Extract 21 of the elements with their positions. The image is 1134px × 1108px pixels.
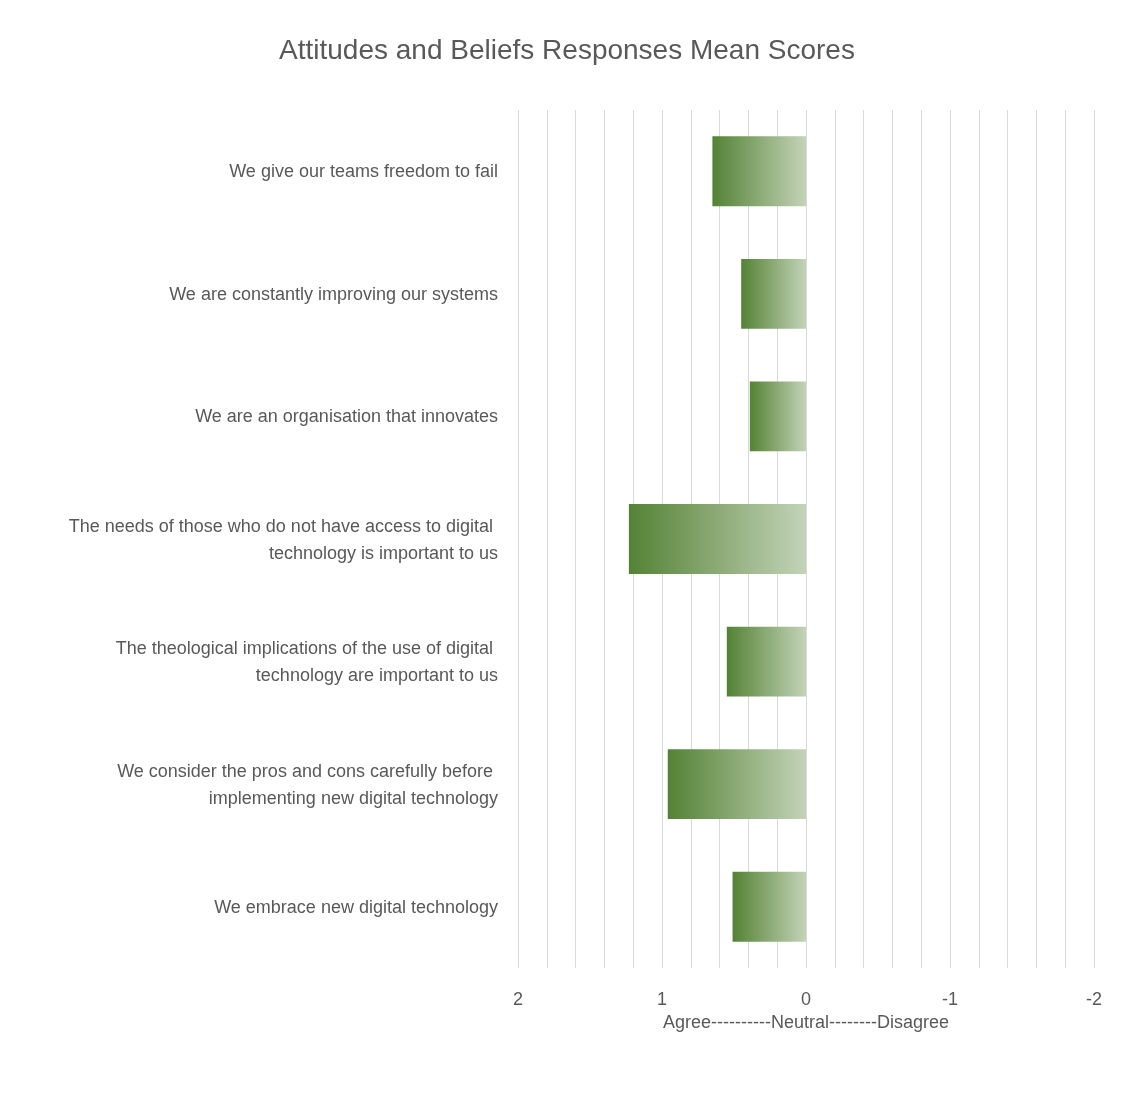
bar [628, 504, 806, 574]
x-tick-label: 1 [656, 989, 668, 1009]
bar [732, 871, 806, 942]
x-tick-label: 0 [800, 989, 812, 1009]
x-tick-label: -2 [1085, 989, 1103, 1009]
x-tick-label: -1 [941, 989, 959, 1009]
y-tick-label: We are an organisation that innovates [195, 406, 498, 427]
bar [726, 626, 806, 697]
y-tick-label: The needs of those who do not have access to digital technology is important to us [68, 515, 498, 563]
bar [712, 136, 806, 207]
y-tick-label: We give our teams freedom to fail [229, 161, 498, 182]
x-tick-label: 2 [512, 989, 524, 1009]
y-tick-label: The theological implications of the use of digital technology are important to us [115, 638, 498, 686]
bar [667, 749, 806, 820]
x-axis-title: Agree----------Neutral--------Disagree [663, 1011, 949, 1032]
chart-title: Attitudes and Beliefs Responses Mean Scores [279, 33, 855, 65]
bar [741, 258, 806, 329]
bar [749, 381, 806, 452]
y-tick-label: We embrace new digital technology [214, 896, 498, 917]
y-tick-label: We are constantly improving our systems [169, 283, 498, 304]
y-tick-label: We consider the pros and cons carefully before implementing new digital technology [117, 760, 498, 808]
